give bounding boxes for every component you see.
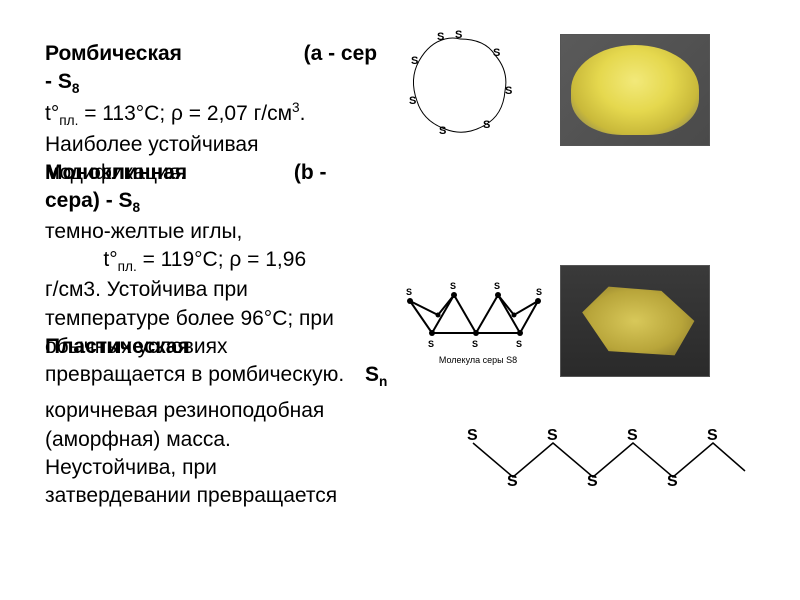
overlap-zone-2: обычных условиях Пластическая: [45, 333, 415, 361]
chain-s5: S: [627, 427, 638, 445]
plastic-n: n: [379, 374, 387, 389]
svg-text:S: S: [406, 287, 412, 297]
diagram-s-chain: S S S S S S S: [455, 425, 755, 505]
rhombic-title-line2-text: - S: [45, 70, 72, 93]
plastic-body-3: Неустойчива, при: [45, 454, 435, 482]
rhombic-cm3: 3: [292, 100, 300, 115]
section-rhombic: Ромбическая (а - сер - S8 t°пл. = 113°С;…: [45, 40, 415, 159]
diagram-s8-ring: S S S S S S S S: [395, 25, 525, 145]
rhombic-tpl: пл.: [59, 113, 78, 128]
crown-caption: Молекула серы S8: [428, 355, 528, 365]
ring-s7: S: [411, 55, 418, 67]
ring-s2: S: [493, 47, 500, 59]
chain-s6: S: [667, 473, 678, 491]
section-monoclinic: сера) - S8 темно-желтые иглы, t°пл. = 11…: [45, 187, 415, 389]
chain-s1: S: [467, 427, 478, 445]
chain-s7: S: [707, 427, 718, 445]
rhombic-dot: .: [300, 102, 306, 125]
svg-text:S: S: [472, 339, 478, 349]
rhombic-title-sub: 8: [72, 82, 80, 97]
ring-s4: S: [483, 119, 490, 131]
ring-s6: S: [409, 95, 416, 107]
ring-s8: S: [437, 31, 444, 43]
mono-body-3: г/см3. Устойчива при: [45, 276, 415, 304]
plastic-title: Пластическая: [45, 333, 190, 361]
photo-rhombic-sulfur: [560, 34, 710, 146]
rhombic-body-1: t°пл. = 113°С; ρ = 2,07 г/см3.: [45, 99, 415, 131]
plastic-body-1: коричневая резиноподобная: [45, 397, 435, 425]
mono-vals: = 119°С; ρ = 1,96: [137, 248, 306, 271]
mono-title-b: (b -: [294, 161, 327, 184]
ring-s5: S: [439, 125, 446, 137]
rhombic-body-2: Наиболее устойчивая: [45, 133, 258, 156]
mono-pad: [45, 248, 103, 271]
rhombic-title-line1: Ромбическая (а - сер: [45, 40, 415, 68]
plastic-body-2: (аморфная) масса.: [45, 426, 435, 454]
chain-s3: S: [547, 427, 558, 445]
mono-title-line2: сера) - S8: [45, 187, 415, 218]
mono-body-4: температуре более 96°С; при: [45, 305, 415, 333]
mono-title-sub: 8: [133, 200, 141, 215]
svg-text:S: S: [516, 339, 522, 349]
mono-tpl: пл.: [118, 259, 137, 274]
rhombic-body-3: модификация.: [45, 159, 186, 187]
diagram-s8-crown: S S S S S S S Молекула серы S8: [398, 275, 548, 375]
svg-text:S: S: [450, 281, 456, 291]
svg-text:S: S: [428, 339, 434, 349]
plastic-sn: Sn: [365, 361, 387, 392]
mono-body-1: темно-желтые иглы,: [45, 218, 415, 246]
plastic-body-4: затвердевании превращается: [45, 482, 435, 510]
svg-text:S: S: [494, 281, 500, 291]
chain-s2: S: [507, 473, 518, 491]
mono-title-line2-a: сера) - S: [45, 189, 133, 212]
svg-text:S: S: [536, 287, 542, 297]
plastic-s: S: [365, 363, 379, 386]
mono-t: t°: [103, 248, 117, 271]
rhombic-vals: = 113°С; ρ = 2,07 г/см: [78, 102, 292, 125]
mono-body-2: t°пл. = 119°С; ρ = 1,96: [45, 246, 415, 277]
overlap-zone-3: превращается в ромбическую. Sn: [45, 361, 415, 389]
rhombic-body-2-wrap: Наиболее устойчивая: [45, 131, 415, 159]
rhombic-title-b: (а - сер: [304, 42, 378, 65]
rhombic-t: t°: [45, 102, 59, 125]
ring-s3: S: [505, 85, 512, 97]
photo-monoclinic-sulfur: [560, 265, 710, 377]
section-plastic: коричневая резиноподобная (аморфная) мас…: [45, 397, 435, 510]
chain-s4: S: [587, 473, 598, 491]
rhombic-title-a: Ромбическая: [45, 42, 182, 65]
rhombic-title-line2: - S8: [45, 68, 415, 99]
ring-s1: S: [455, 29, 462, 41]
